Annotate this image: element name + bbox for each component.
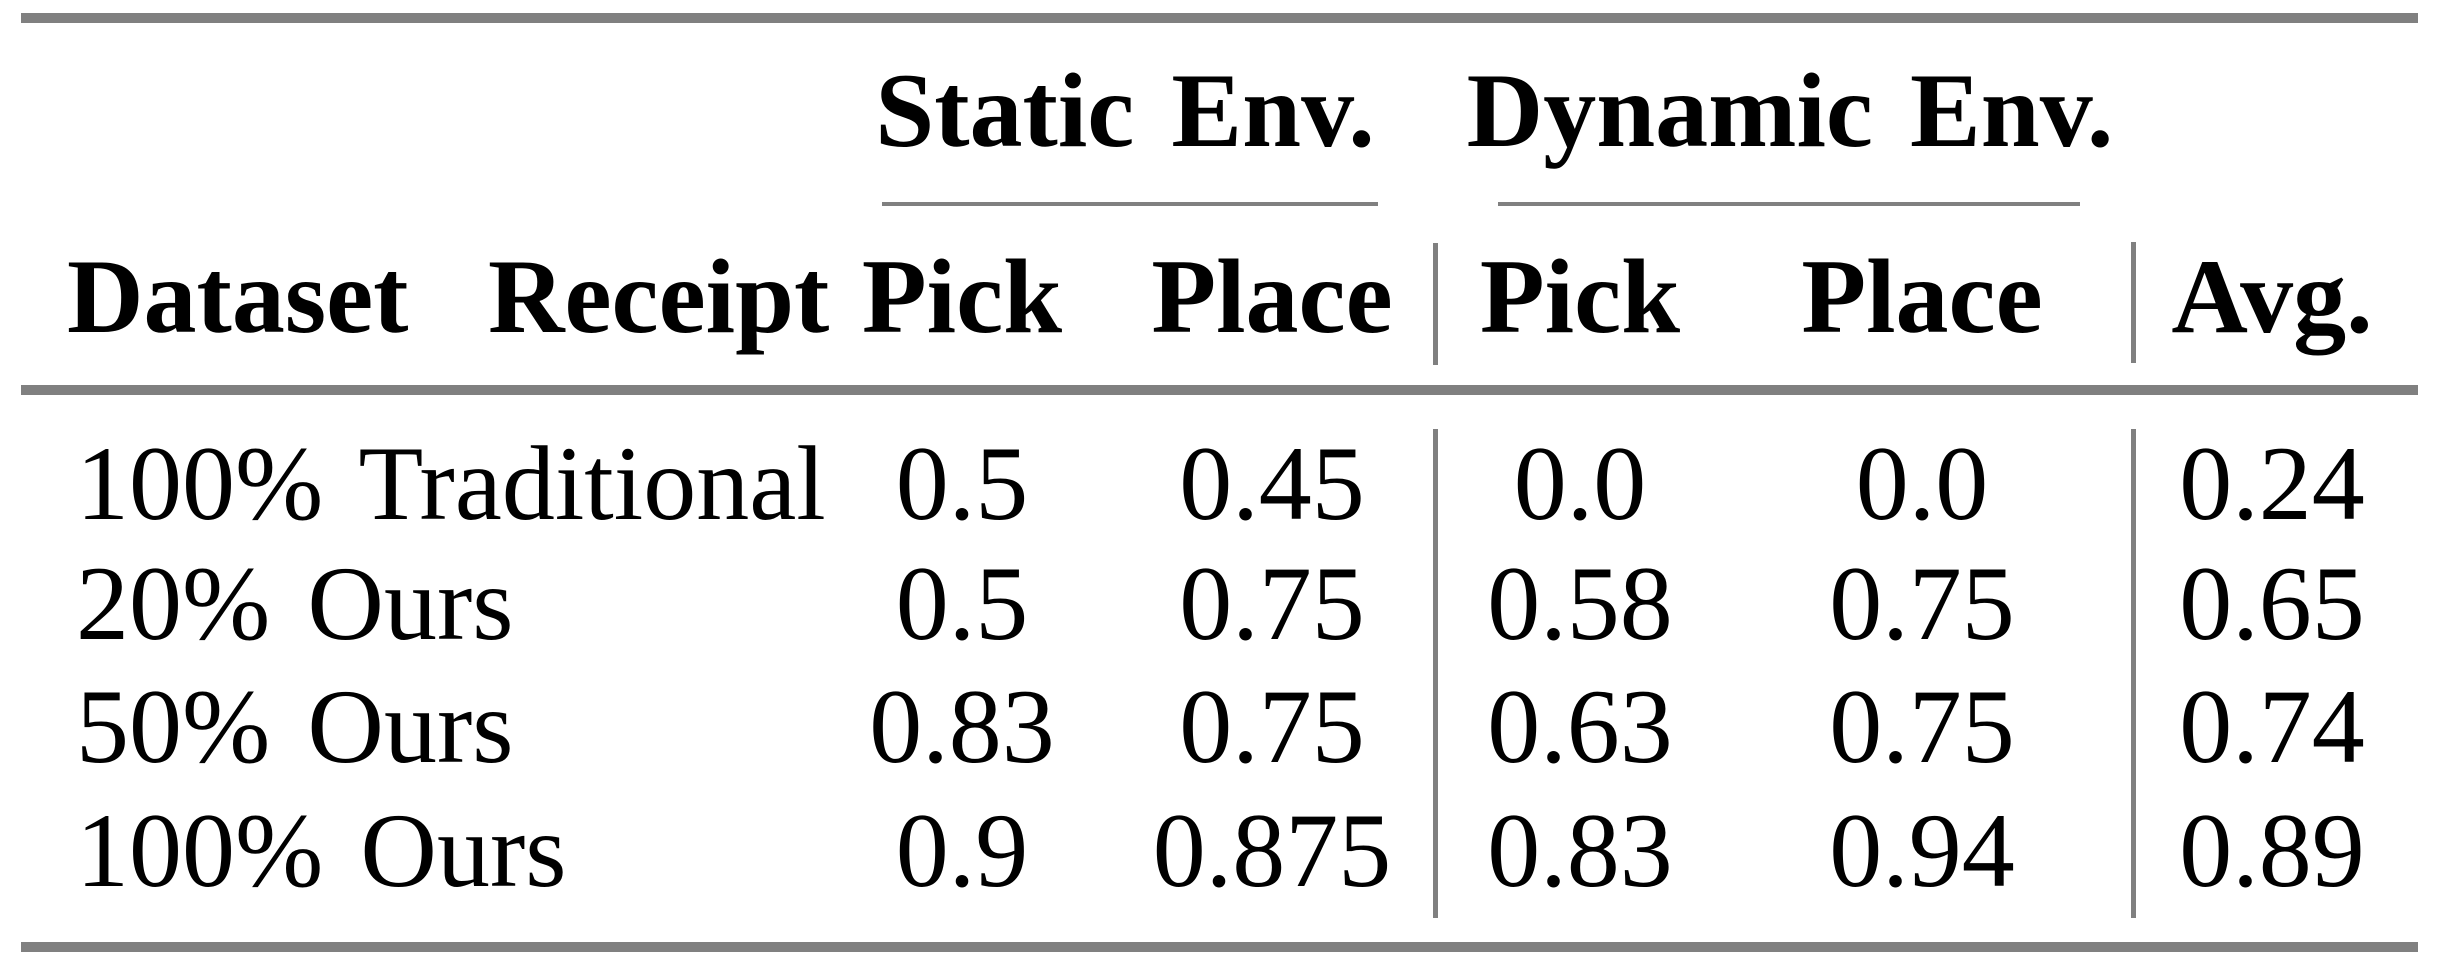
table-cell: 0.5 (895, 545, 1029, 662)
column-header-dynamic-place: Place (1801, 238, 2043, 355)
row-label: 20% Ours (76, 545, 514, 662)
table-cell: 0.75 (1179, 545, 1365, 662)
column-header-avg: Avg. (2171, 238, 2373, 355)
table-cell: 0.89 (2179, 792, 2365, 909)
table-cell: 0.24 (2179, 425, 2365, 542)
group-header-static-env: Static Env. (875, 52, 1375, 169)
table-cell: 0.875 (1152, 792, 1392, 909)
table-cell: 0.75 (1179, 668, 1365, 785)
table-cell: 0.9 (895, 792, 1029, 909)
table-header-rule (21, 385, 2418, 395)
row-label: 50% Ours (76, 668, 514, 785)
table-bottom-rule (21, 942, 2418, 952)
dynamic-env-cmidrule (1498, 202, 2080, 206)
row-label: 100% Ours (76, 792, 567, 909)
table-cell: 0.58 (1487, 545, 1673, 662)
column-header-dynamic-pick: Pick (1479, 238, 1681, 355)
group-header-dynamic-env: Dynamic Env. (1466, 52, 2114, 169)
table-cell: 0.83 (1487, 792, 1673, 909)
table-cell: 0.83 (869, 668, 1055, 785)
static-env-cmidrule (882, 202, 1378, 206)
table-cell: 0.0 (1513, 425, 1647, 542)
row-label: 100% Traditional (76, 425, 826, 542)
separator-dynamic-avg-header (2131, 242, 2136, 363)
table-cell: 0.45 (1179, 425, 1365, 542)
table-top-rule (21, 13, 2418, 23)
column-header-static-place: Place (1151, 238, 1393, 355)
separator-static-dynamic-header (1433, 243, 1438, 365)
table-cell: 0.75 (1829, 545, 2015, 662)
column-header-dataset-receipt: Dataset Receipt (67, 238, 830, 355)
column-header-static-pick: Pick (861, 238, 1063, 355)
table-cell: 0.94 (1829, 792, 2015, 909)
separator-dynamic-avg-body (2131, 429, 2136, 918)
table-cell: 0.74 (2179, 668, 2365, 785)
table-cell: 0.63 (1487, 668, 1673, 785)
table-cell: 0.0 (1855, 425, 1989, 542)
separator-static-dynamic-body (1433, 429, 1438, 918)
table-cell: 0.5 (895, 425, 1029, 542)
table-cell: 0.65 (2179, 545, 2365, 662)
table-cell: 0.75 (1829, 668, 2015, 785)
